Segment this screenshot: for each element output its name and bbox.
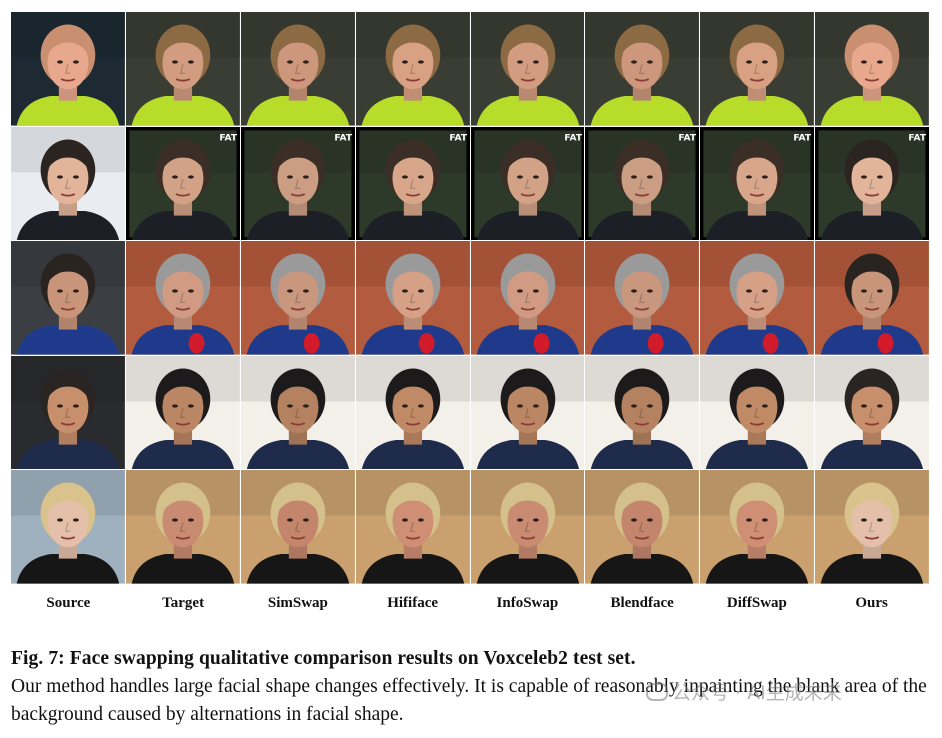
figure-caption: Fig. 7: Face swapping qualitative compar… xyxy=(11,645,933,729)
face-image-r2-infoswap: FAT xyxy=(470,126,585,241)
face-image-r4-simswap xyxy=(240,355,355,470)
face-image-r4-infoswap xyxy=(470,355,585,470)
face-image-r2-hififace: FAT xyxy=(355,126,470,241)
face-image-r1-target xyxy=(125,12,240,126)
face-image-r2-source xyxy=(11,126,125,241)
face-image-r1-blendface xyxy=(585,12,700,126)
face-image-r1-infoswap xyxy=(470,12,585,126)
face-image-r2-diffswap: FAT xyxy=(700,126,815,241)
face-image-r4-hififace xyxy=(355,355,470,470)
face-image-r2-simswap: FAT xyxy=(240,126,355,241)
face-image-r3-hififace xyxy=(355,241,470,355)
face-image-r3-ours xyxy=(815,241,929,355)
face-image-r1-simswap xyxy=(240,12,355,126)
face-image-r5-simswap xyxy=(240,470,355,584)
face-image-r2-ours: FAT xyxy=(815,126,929,241)
face-image-r4-diffswap xyxy=(700,355,815,470)
face-image-r3-diffswap xyxy=(700,241,815,355)
svg-text:FAT: FAT xyxy=(909,133,928,143)
watermark-text: 公众号 · AI生成未来 xyxy=(672,682,842,704)
svg-text:FAT: FAT xyxy=(334,133,353,143)
wechat-icon xyxy=(646,683,668,701)
face-image-r4-target xyxy=(125,355,240,470)
face-image-r5-diffswap xyxy=(700,470,815,584)
column-label-target: Target xyxy=(162,595,205,611)
caption-title: Fig. 7: Face swapping qualitative compar… xyxy=(11,648,636,669)
face-image-r5-source xyxy=(11,470,125,584)
face-image-r3-infoswap xyxy=(470,241,585,355)
face-image-r1-hififace xyxy=(355,12,470,126)
image-grid: FAT FAT FAT FAT FAT FAT FAT xyxy=(11,12,929,584)
column-label-diffswap: DiffSwap xyxy=(726,595,787,611)
face-image-r2-blendface: FAT xyxy=(585,126,700,241)
face-image-r5-target xyxy=(125,470,240,584)
face-image-r5-blendface xyxy=(585,470,700,584)
face-image-r5-infoswap xyxy=(470,470,585,584)
column-label-simswap: SimSwap xyxy=(267,595,328,611)
face-image-r3-simswap xyxy=(240,241,355,355)
svg-text:FAT: FAT xyxy=(219,133,238,143)
column-labels: Source Target SimSwap Hififace InfoSwap Blend… xyxy=(11,590,929,616)
face-image-r3-source xyxy=(11,241,125,355)
face-image-r1-diffswap xyxy=(700,12,815,126)
svg-text:FAT: FAT xyxy=(564,133,583,143)
face-image-r4-source xyxy=(11,355,125,470)
svg-text:FAT: FAT xyxy=(794,133,813,143)
face-image-r4-ours xyxy=(815,355,929,470)
caption-body: Our method handles large facial shape ch… xyxy=(11,676,927,725)
face-image-r1-ours xyxy=(815,12,929,126)
column-label-blendface: Blendface xyxy=(610,595,674,611)
column-label-source: Source xyxy=(46,595,91,611)
face-image-r3-target xyxy=(125,241,240,355)
column-label-infoswap: InfoSwap xyxy=(496,595,559,611)
column-label-ours: Ours xyxy=(855,595,888,611)
watermark: 公众号 · AI生成未来 xyxy=(646,678,842,705)
face-image-r4-blendface xyxy=(585,355,700,470)
face-image-r3-blendface xyxy=(585,241,700,355)
face-image-r2-target: FAT xyxy=(125,126,240,241)
face-image-r1-source xyxy=(11,12,125,126)
face-image-r5-hififace xyxy=(355,470,470,584)
face-image-r5-ours xyxy=(815,470,929,584)
svg-text:FAT: FAT xyxy=(679,133,698,143)
svg-text:FAT: FAT xyxy=(449,133,468,143)
column-label-hififace: Hififace xyxy=(387,595,439,611)
